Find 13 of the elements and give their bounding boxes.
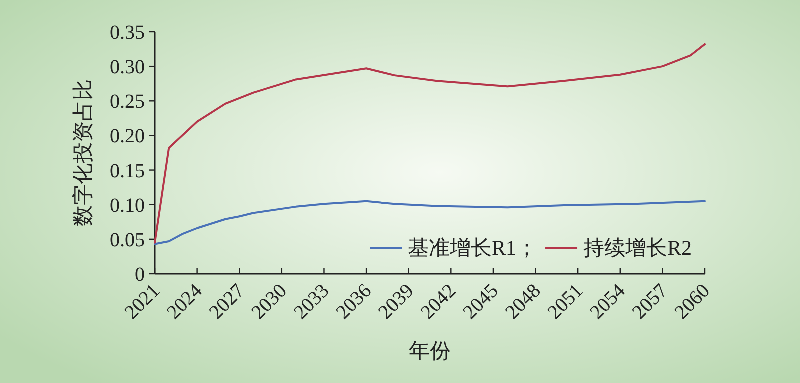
y-tick-label: 0.35 bbox=[110, 22, 145, 44]
y-axis-title: 数字化投资占比 bbox=[71, 80, 95, 226]
y-tick-label: 0 bbox=[135, 264, 145, 286]
y-tick-label: 0.25 bbox=[110, 91, 145, 114]
y-tick-label: 0.15 bbox=[110, 160, 145, 182]
legend-label: 持续增长R2 bbox=[584, 236, 692, 260]
y-tick-label: 0.05 bbox=[110, 229, 145, 252]
y-tick-label: 0.30 bbox=[110, 56, 145, 79]
x-tick-label: 2051 bbox=[544, 280, 588, 324]
y-tick-label: 0.20 bbox=[110, 126, 145, 148]
x-axis-title: 年份 bbox=[409, 339, 451, 363]
y-tick-label: 0.10 bbox=[110, 194, 145, 217]
legend-label: 基准增长R1； bbox=[408, 236, 538, 260]
